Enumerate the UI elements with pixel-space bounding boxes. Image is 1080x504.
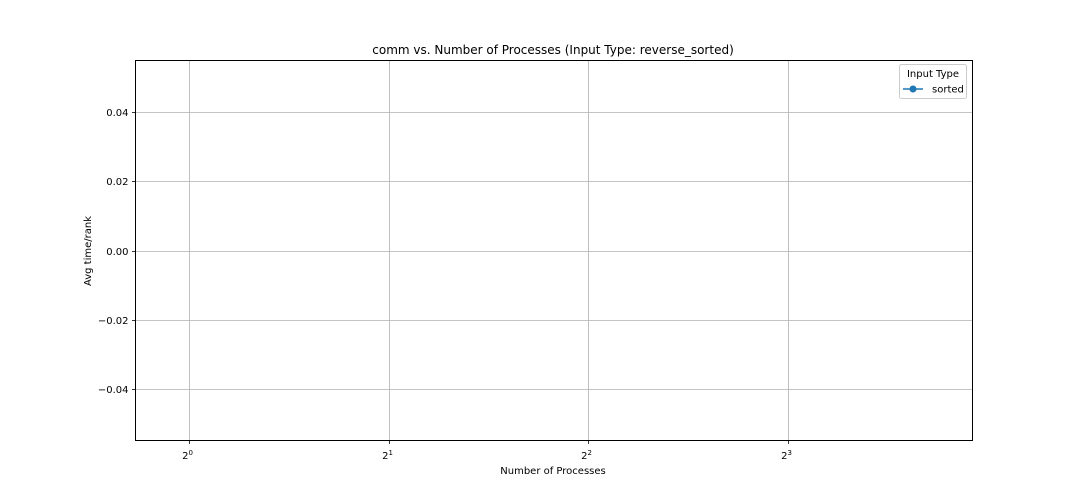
y-tick-label-3: −0.02 [98, 316, 129, 327]
tick-marks [132, 112, 789, 444]
x-tick-label-0: 20 [182, 449, 193, 462]
x-tick-label-1: 21 [382, 449, 393, 462]
plot-area [135, 60, 973, 441]
y-axis-label: Avg time/rank [83, 216, 94, 286]
x-axis-label: Number of Processes [500, 466, 605, 477]
y-tick-label-4: −0.04 [98, 385, 129, 396]
grid-lines [135, 60, 973, 441]
x-tick-label-3: 23 [781, 449, 792, 462]
y-tick-label-2: 0.00 [106, 247, 128, 258]
y-tick-label-0: 0.04 [106, 108, 128, 119]
legend-label-sorted: sorted [932, 85, 964, 96]
plot-frame [135, 60, 973, 441]
legend: Input Type sorted [899, 64, 967, 99]
legend-marker-sorted [909, 85, 917, 93]
chart-title: comm vs. Number of Processes (Input Type… [372, 43, 734, 57]
x-tick-label-2: 22 [581, 449, 592, 462]
tick-labels: 20 21 22 23 0.04 0.02 0.00 −0.02 −0.04 [98, 108, 792, 462]
y-tick-label-1: 0.02 [106, 177, 128, 188]
legend-title: Input Type [907, 69, 959, 80]
